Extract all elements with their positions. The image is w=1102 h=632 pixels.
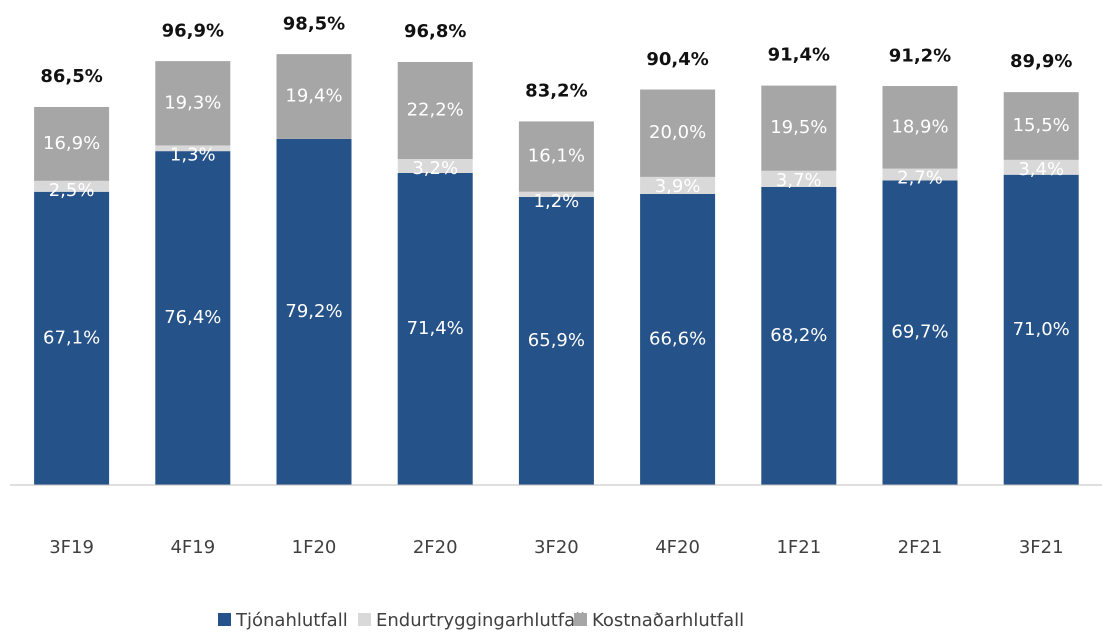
segment-label: 71,4%: [407, 318, 464, 339]
total-label: 96,9%: [162, 21, 224, 42]
segment-label: 19,3%: [164, 92, 221, 113]
segment-label: 19,5%: [770, 117, 827, 138]
segment-label: 15,5%: [1013, 115, 1070, 136]
bar-segment: [761, 170, 837, 187]
bar-segment: [397, 61, 473, 159]
bar-segment: [276, 138, 352, 485]
total-label: 96,8%: [404, 21, 466, 42]
segment-label: 3,7%: [776, 170, 822, 191]
total-label: 83,2%: [525, 80, 587, 101]
x-tick-label: 1F21: [776, 537, 821, 558]
segment-label: 76,4%: [164, 307, 221, 328]
bar-segment: [882, 168, 958, 181]
segment-label: 79,2%: [285, 301, 342, 322]
bar-segment: [518, 121, 594, 192]
total-label: 86,5%: [40, 66, 102, 87]
bar-segment: [397, 172, 473, 485]
bar-segment: [34, 106, 110, 181]
segment-label: 18,9%: [891, 116, 948, 137]
x-tick-label: 2F21: [898, 537, 943, 558]
segment-label: 1,3%: [170, 144, 216, 165]
legend-label: Kostnaðarhlutfall: [592, 610, 744, 631]
legend-label: Endurtryggingarhlutfall: [376, 610, 585, 631]
bar-segment: [640, 193, 716, 485]
bar-segment: [518, 191, 594, 198]
bar-segment: [640, 176, 716, 194]
segment-label: 2,5%: [49, 180, 95, 201]
segment-label: 69,7%: [891, 322, 948, 343]
bar-segment: [34, 180, 110, 192]
x-tick-label: 2F20: [413, 537, 458, 558]
x-tick-label: 4F20: [655, 537, 700, 558]
legend-swatch: [218, 613, 231, 626]
bar-segment: [882, 86, 958, 169]
total-label: 89,9%: [1010, 51, 1072, 72]
segment-label: 19,4%: [285, 86, 342, 107]
bar-segment: [882, 180, 958, 485]
x-tick-label: 3F21: [1019, 537, 1064, 558]
legend-swatch: [574, 613, 587, 626]
bar-segment: [155, 61, 231, 146]
segment-label: 2,7%: [897, 168, 943, 189]
x-tick-label: 3F19: [49, 537, 94, 558]
segment-label: -0,1%: [288, 484, 340, 505]
legend-label: Tjónahlutfall: [235, 610, 348, 631]
bar-segment: [761, 186, 837, 485]
segment-label: 67,1%: [43, 327, 100, 348]
bar-segment: [34, 191, 110, 485]
bar-segment: [155, 151, 231, 485]
bar-segment: [155, 145, 231, 152]
segment-label: 16,9%: [43, 133, 100, 154]
total-label: 91,4%: [768, 45, 830, 66]
bar-segment: [276, 54, 352, 139]
bar-segment: [761, 85, 837, 171]
segment-label: 66,6%: [649, 328, 706, 349]
segment-label: 68,2%: [770, 325, 827, 346]
legend-swatch: [358, 613, 371, 626]
bar-segment: [397, 158, 473, 173]
total-label: 90,4%: [646, 49, 708, 70]
total-label: 98,5%: [283, 14, 345, 35]
bar-segment: [640, 89, 716, 177]
x-tick-label: 3F20: [534, 537, 579, 558]
bar-segment: [1003, 174, 1079, 486]
segment-label: 22,2%: [407, 99, 464, 120]
segment-label: 3,4%: [1018, 159, 1064, 180]
segment-label: 65,9%: [528, 330, 585, 351]
segment-label: 3,2%: [412, 158, 458, 179]
bar-segment: [1003, 92, 1079, 160]
x-tick-label: 4F19: [170, 537, 215, 558]
segment-label: 71,0%: [1013, 319, 1070, 340]
segment-label: 3,9%: [655, 176, 701, 197]
segment-label: 20,0%: [649, 122, 706, 143]
x-tick-label: 1F20: [292, 537, 337, 558]
bar-segment: [518, 197, 594, 485]
total-label: 91,2%: [889, 45, 951, 66]
segment-label: 1,2%: [534, 191, 580, 212]
bar-segment: [1003, 159, 1079, 175]
segment-label: 16,1%: [528, 146, 585, 167]
